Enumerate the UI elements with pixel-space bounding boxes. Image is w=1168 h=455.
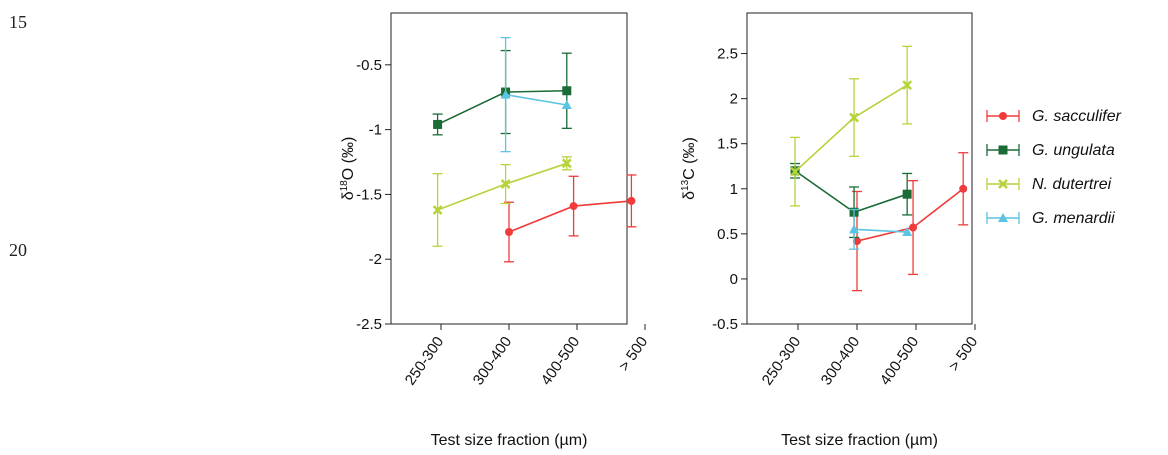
series-line-n-dutertrei xyxy=(794,84,908,173)
legend-label: G. menardii xyxy=(1032,210,1115,227)
legend-label: G. sacculifer xyxy=(1032,108,1122,125)
line-number-20: 20 xyxy=(9,240,27,260)
y-tick-label: -0.5 xyxy=(712,316,738,333)
series-g-menardii xyxy=(500,36,572,153)
plot-frame xyxy=(746,12,973,325)
series-g-sacculifer xyxy=(504,174,637,263)
data-point-g-menardii xyxy=(849,224,860,234)
legend-item-g-ungulata: G. ungulata xyxy=(986,142,1115,159)
y-axis-label: δ13C (‰) xyxy=(680,137,698,200)
data-point-n-dutertrei-stroke-b xyxy=(902,80,913,90)
data-point-n-dutertrei xyxy=(432,205,443,215)
chart-panel-2: -0.5 0 0.5 1 1.5 2 2.5 250-300 300-400 400-500 > 5… xyxy=(680,12,982,449)
legend-label: G. ungulata xyxy=(1032,142,1115,159)
legend-marker xyxy=(998,213,1008,222)
chart-panel-1: -2.5 -2 -1.5 -1 -0.5 250-300 300-400 400-500 > 5… xyxy=(339,12,652,449)
x-tick-label: > 500 xyxy=(946,334,982,375)
data-point-n-dutertrei xyxy=(561,158,572,169)
y-axis-label-main: C (‰) xyxy=(681,137,698,180)
data-point-n-dutertrei-stroke-b xyxy=(500,179,511,189)
series-n-dutertrei xyxy=(790,45,913,207)
series-g-menardii xyxy=(849,208,913,250)
data-point-g-sacculifer xyxy=(627,196,636,205)
x-tick-label: 250-300 xyxy=(402,334,448,389)
series-g-ungulata xyxy=(790,162,913,239)
y-tick-label: 1.5 xyxy=(717,136,738,153)
series-g-sacculifer xyxy=(852,152,969,292)
y-axis-label-main: O (‰) xyxy=(340,137,357,181)
legend: G. sacculifer G. ungulata N. dutertrei G. m… xyxy=(986,108,1122,227)
y-tick-label: -0.5 xyxy=(356,57,382,74)
data-point-n-dutertrei xyxy=(790,166,800,177)
x-tick-label: 300-400 xyxy=(470,334,516,389)
data-point-n-dutertrei-stroke-b xyxy=(790,166,800,177)
x-tick-label: 400-500 xyxy=(538,334,584,389)
series-line-g-menardii xyxy=(505,93,567,106)
x-axis-label: Test size fraction (µm) xyxy=(781,432,938,449)
x-axis-label: Test size fraction (µm) xyxy=(431,432,588,449)
data-point-g-menardii xyxy=(500,89,511,99)
data-point-g-menardii xyxy=(561,100,572,110)
series-n-dutertrei xyxy=(432,156,572,247)
data-point-g-ungulata xyxy=(562,86,572,96)
y-axis-label-superscript: 18 xyxy=(339,180,350,192)
y-axis-label: δ18O (‰) xyxy=(339,137,357,201)
y-tick-label: 0 xyxy=(730,271,738,288)
data-point-g-menardii xyxy=(902,227,913,237)
data-point-g-sacculifer xyxy=(853,237,861,246)
legend-label: N. dutertrei xyxy=(1032,176,1112,193)
series-g-ungulata xyxy=(432,49,572,136)
data-point-n-dutertrei xyxy=(500,179,511,189)
x-tick-label: > 500 xyxy=(616,334,652,375)
data-point-n-dutertrei-stroke-b xyxy=(561,158,572,169)
y-tick-label: 2 xyxy=(730,91,738,108)
y-tick-label: 1 xyxy=(730,181,738,198)
y-axis-label-prefix: δ xyxy=(681,191,698,200)
legend-marker xyxy=(998,145,1008,155)
data-point-g-sacculifer xyxy=(569,202,578,211)
legend-marker-stroke-b xyxy=(998,179,1008,189)
data-point-g-sacculifer xyxy=(909,223,918,232)
legend-item-g-sacculifer: G. sacculifer xyxy=(986,108,1122,125)
plot-frame xyxy=(390,12,628,325)
series-line-g-ungulata xyxy=(794,170,908,214)
legend-item-g-menardii: G. menardii xyxy=(986,210,1115,227)
data-point-n-dutertrei-stroke-b xyxy=(849,112,859,123)
data-point-g-sacculifer xyxy=(505,227,513,236)
x-tick-label: 250-300 xyxy=(759,334,805,389)
legend-marker xyxy=(999,112,1007,120)
y-axis-label-prefix: δ xyxy=(340,191,357,200)
data-point-g-ungulata xyxy=(902,189,912,199)
y-axis-label-superscript: 13 xyxy=(680,179,691,191)
y-tick-label: -2 xyxy=(369,251,382,268)
data-point-n-dutertrei xyxy=(902,80,913,90)
legend-marker xyxy=(998,179,1008,189)
line-number-15: 15 xyxy=(9,12,27,32)
series-line-g-menardii xyxy=(854,228,908,233)
y-tick-label: -1.5 xyxy=(356,186,382,203)
x-tick-label: 400-500 xyxy=(877,334,923,389)
data-point-n-dutertrei xyxy=(849,112,859,123)
y-tick-label: -1 xyxy=(369,122,382,139)
data-point-n-dutertrei-stroke-b xyxy=(432,205,443,215)
data-point-g-ungulata xyxy=(433,119,443,129)
y-tick-label: 0.5 xyxy=(717,226,738,243)
data-point-g-sacculifer xyxy=(959,184,968,193)
y-tick-label: -2.5 xyxy=(356,316,382,333)
legend-item-n-dutertrei: N. dutertrei xyxy=(986,176,1112,193)
x-tick-label: 300-400 xyxy=(818,334,864,389)
y-tick-label: 2.5 xyxy=(717,46,738,63)
